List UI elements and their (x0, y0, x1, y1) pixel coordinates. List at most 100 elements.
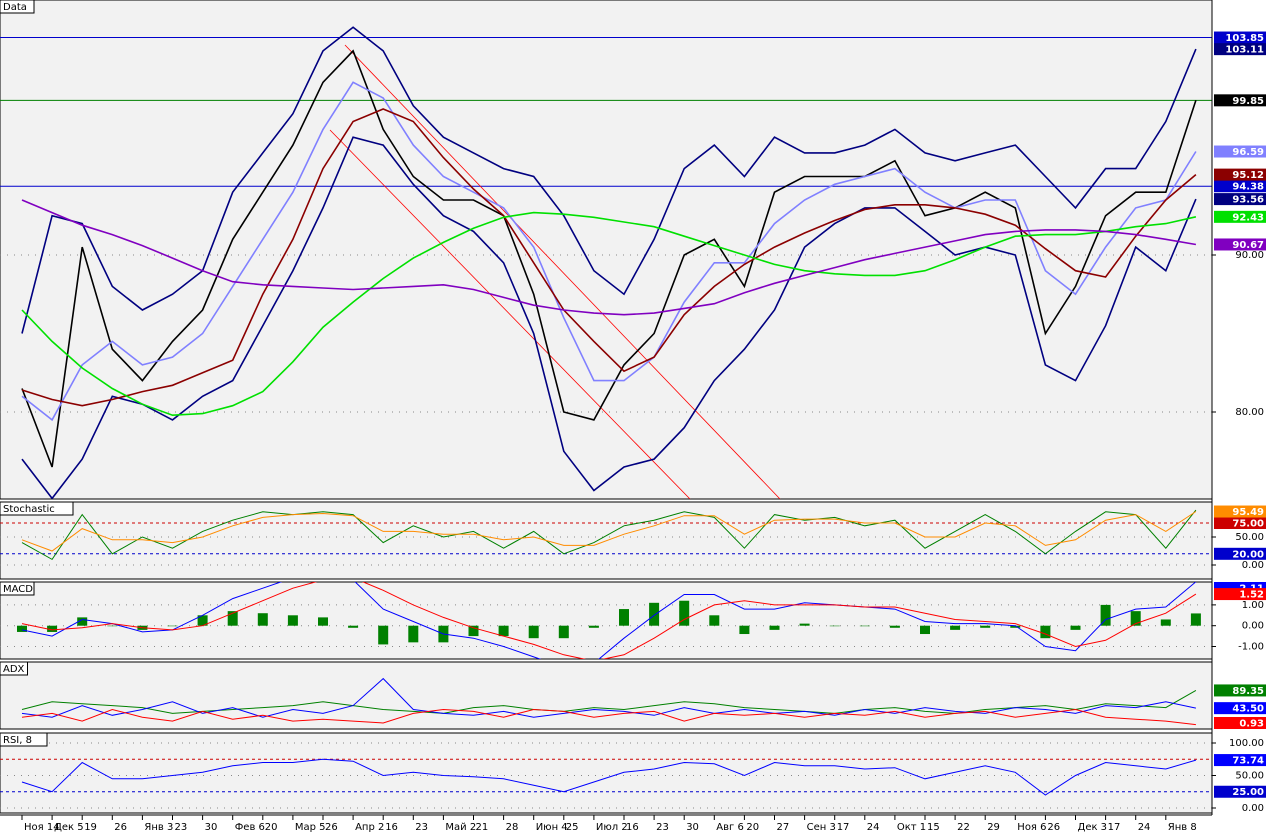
series-line (21, 211, 1197, 417)
series-line (21, 758, 1197, 796)
price-label-box (1214, 145, 1266, 158)
x-tick-label: 20 (746, 822, 759, 833)
panel-title-box (0, 0, 35, 14)
histogram-bar (950, 625, 961, 630)
y-tick-label: 0.00 (1242, 560, 1264, 571)
x-tick-label: 23 (175, 822, 188, 833)
price-label-box (1214, 94, 1266, 107)
x-tick-label: 19 (84, 822, 97, 833)
price-label: 95.49 (1232, 507, 1264, 518)
panel-title-box (0, 581, 35, 596)
plot-area (0, 0, 1213, 500)
y-tick-label: 80.00 (1235, 407, 1264, 418)
histogram-bar (257, 613, 268, 626)
price-label-box (1214, 180, 1266, 193)
axis-group: 1.000.00-1.002.111.52 (1212, 582, 1266, 653)
price-label: 90.67 (1232, 240, 1264, 251)
y-tick-label: 50.00 (1235, 532, 1264, 543)
axis-group: 89.35 43.50 0.93 (1214, 684, 1266, 730)
plot-group (0, 509, 1212, 566)
histogram-bar (1130, 611, 1141, 626)
x-tick-label: 26 (325, 822, 338, 833)
histogram-bar (1160, 619, 1171, 626)
x-tick-label: 27 (777, 822, 790, 833)
series-line (21, 708, 1196, 726)
x-tick-label: 26 (114, 822, 127, 833)
x-tick-label: Мар 5 (295, 822, 326, 833)
histogram-bar (1190, 613, 1201, 626)
price-label-box (1214, 505, 1266, 518)
histogram-bar (1100, 604, 1111, 626)
histogram-bar (769, 625, 780, 630)
price-label-box (1214, 238, 1266, 251)
axis-group: 80.00 90.00 103.85 94.38 99.85 103.11 93.56 96.… (1212, 31, 1266, 418)
x-tick-label: Май 2 (445, 822, 476, 833)
panel-title: MACD (3, 584, 33, 595)
price-label: 93.56 (1232, 195, 1264, 206)
histogram-bar (859, 625, 870, 627)
histogram-bar (348, 625, 359, 628)
y-tick-label: 100.00 (1229, 738, 1264, 749)
x-tick-label: 22 (957, 822, 970, 833)
x-tick-label: 25 (566, 822, 579, 833)
panel-title-box (0, 661, 28, 676)
price-label: 75.00 (1232, 519, 1264, 530)
x-tick-label: Окт 1 (897, 822, 926, 833)
plot-group (21, 677, 1197, 726)
x-tick-label: Дек 5 (54, 822, 84, 833)
x-tick-label: 24 (1138, 822, 1151, 833)
panel-title-box (0, 732, 48, 747)
x-tick-label: Июн 4 (536, 822, 568, 833)
histogram-bar (167, 625, 178, 627)
price-label: 25.00 (1232, 787, 1264, 798)
histogram-bar (17, 625, 27, 632)
x-tick-label: 29 (987, 822, 1000, 833)
y-tick-label: -1.00 (1238, 642, 1264, 653)
price-label: 99.85 (1232, 96, 1264, 107)
x-tick-label: Апр 2 (355, 822, 384, 833)
series-line (21, 582, 1197, 659)
histogram-bar (378, 625, 389, 645)
histogram-bar (980, 625, 991, 628)
price-label-box (1214, 684, 1266, 697)
histogram-bar (318, 617, 328, 626)
y-tick-label: 50.00 (1235, 771, 1264, 782)
price-label: 96.59 (1232, 147, 1264, 158)
x-tick-label: 24 (867, 822, 880, 833)
price-label-box (1214, 193, 1266, 206)
price-label-box (1214, 785, 1266, 798)
series-line (21, 677, 1197, 718)
x-tick-label: 30 (686, 822, 699, 833)
series-line (21, 582, 1197, 659)
plot-group (0, 26, 1212, 499)
price-label-box (1214, 43, 1266, 56)
price-label-box (1214, 517, 1266, 529)
price-label-box (1214, 702, 1266, 715)
x-tick-label: 21 (476, 822, 489, 833)
histogram-bar (197, 615, 208, 626)
price-label: 0.93 (1239, 719, 1264, 730)
histogram-bar (47, 625, 58, 632)
x-tick-label: 28 (506, 822, 519, 833)
x-tick-label: 17 (1108, 822, 1121, 833)
panel-title: Data (3, 2, 27, 13)
histogram-bar (287, 615, 298, 626)
price-label-box (1214, 588, 1266, 601)
histogram-bar (920, 625, 930, 635)
y-tick-label: 0.00 (1242, 803, 1264, 814)
histogram-bar (889, 625, 900, 628)
price-label: 95.12 (1232, 170, 1264, 181)
histogram-bar (649, 602, 660, 626)
x-tick-label: 23 (656, 822, 669, 833)
histogram-bar (408, 625, 419, 643)
plot-area (0, 732, 1213, 814)
price-label: 1.52 (1239, 590, 1264, 601)
x-tick-label: Фев 6 (235, 822, 265, 833)
trend-line (329, 129, 691, 499)
x-tick-label: 16 (385, 822, 398, 833)
histogram-bar (1010, 625, 1021, 628)
series-line (21, 108, 1197, 407)
panel-title: ADX (3, 664, 25, 675)
price-label: 89.35 (1232, 686, 1264, 697)
histogram-bar (709, 615, 720, 626)
